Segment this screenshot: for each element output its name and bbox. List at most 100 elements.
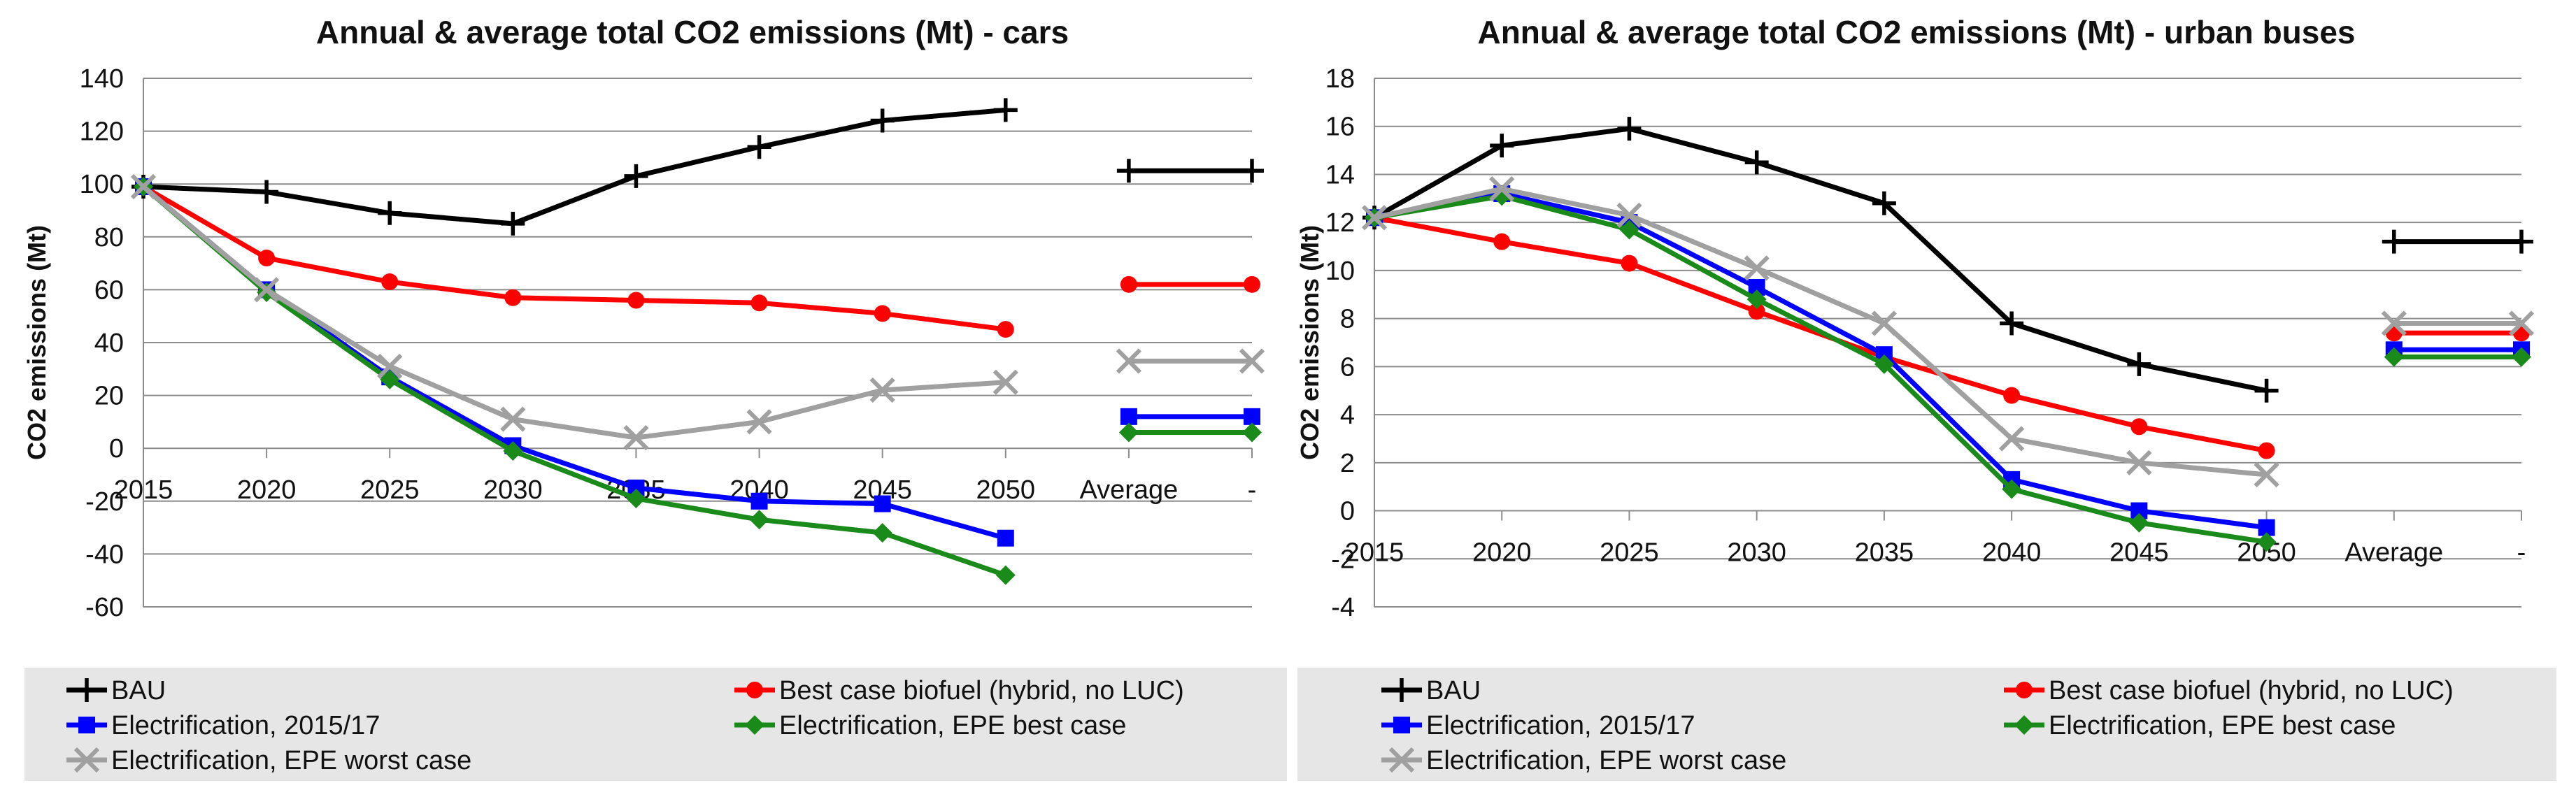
- data-point-diamond: [872, 523, 892, 543]
- x-tick-label: 2030: [483, 475, 543, 505]
- y-axis-title: CO2 emissions (Mt): [22, 225, 51, 460]
- y-tick-label: 2: [1340, 449, 1355, 478]
- data-point-diamond: [380, 369, 400, 389]
- data-point-plus: [378, 201, 402, 225]
- data-point-plus: [1872, 191, 1896, 215]
- legend-label: Electrification, 2015/17: [1426, 711, 1695, 740]
- y-tick-label: -60: [85, 593, 124, 622]
- average-point-plus: [2382, 229, 2406, 254]
- legend-item-best-case-biofuel-hybrid-no-luc[interactable]: Best case biofuel (hybrid, no LUC): [2004, 676, 2454, 705]
- average-point-diamond: [2384, 347, 2404, 367]
- y-tick-label: 8: [1340, 305, 1355, 334]
- legend-swatch-diamond: [745, 715, 764, 735]
- data-point-circle: [1621, 254, 1638, 272]
- y-tick-label: 18: [1325, 64, 1355, 94]
- data-point-circle: [2003, 387, 2021, 404]
- data-point-diamond: [1619, 220, 1639, 240]
- legend-swatch-plus: [75, 678, 99, 702]
- data-point-plus: [870, 108, 895, 133]
- y-tick-label: -40: [85, 540, 124, 569]
- average-point-cross: [1116, 348, 1142, 374]
- series-line: [141, 185, 1006, 440]
- average-point-square: [1120, 408, 1137, 425]
- legend-label: Best case biofuel (hybrid, no LUC): [2049, 676, 2454, 705]
- x-tick-label: Average: [1079, 475, 1178, 505]
- data-point-circle: [258, 250, 276, 267]
- series-best-case-biofuel-hybrid-no-luc: [1366, 209, 2530, 459]
- x-tick-label: 2025: [1600, 538, 1659, 568]
- series-bau: [131, 98, 1264, 236]
- data-point-plus: [255, 180, 279, 204]
- data-point-diamond: [2256, 532, 2277, 552]
- y-tick-label: 100: [80, 170, 124, 199]
- average-point-circle: [1244, 275, 1260, 293]
- legend-item-electrification-epe-worst-case[interactable]: Electrification, EPE worst case: [1381, 746, 1786, 775]
- legend: BAU Best case biofuel (hybrid, no LUC) Ele…: [1297, 668, 2556, 781]
- data-point-cross: [253, 277, 280, 303]
- data-point-diamond: [1746, 289, 1767, 310]
- data-point-plus: [2254, 378, 2279, 403]
- legend-item-electrification-2015-17[interactable]: Electrification, 2015/17: [66, 711, 380, 740]
- y-tick-label: 12: [1325, 208, 1355, 238]
- chart-title: Annual & average total CO2 emissions (Mt…: [316, 14, 1069, 50]
- data-point-plus: [1617, 117, 1642, 141]
- x-tick-label: 2025: [360, 475, 420, 505]
- data-point-cross: [2126, 450, 2152, 475]
- average-point-diamond: [1118, 422, 1139, 443]
- legend-item-bau[interactable]: BAU: [66, 676, 166, 705]
- data-point-square: [874, 495, 891, 512]
- chart-2: Annual & average total CO2 emissions (Mt…: [1295, 14, 2556, 781]
- data-point-diamond: [626, 489, 646, 509]
- data-point-cross: [2254, 461, 2279, 488]
- y-tick-label: 16: [1325, 113, 1355, 142]
- data-point-plus: [1744, 150, 1769, 175]
- data-point-square: [750, 492, 768, 510]
- average-point-cross: [1239, 348, 1265, 374]
- legend-item-electrification-2015-17[interactable]: Electrification, 2015/17: [1381, 711, 1695, 740]
- data-point-plus: [2127, 352, 2151, 376]
- legend-label: Electrification, EPE best case: [779, 711, 1126, 740]
- legend-item-best-case-biofuel-hybrid-no-luc[interactable]: Best case biofuel (hybrid, no LUC): [734, 676, 1184, 705]
- x-tick-label: -: [2517, 538, 2526, 568]
- legend-label: Electrification, EPE worst case: [111, 746, 471, 775]
- legend-item-bau[interactable]: BAU: [1381, 676, 1481, 705]
- data-point-cross: [1616, 202, 1642, 228]
- data-point-cross: [1489, 175, 1515, 202]
- data-point-cross: [746, 409, 772, 435]
- data-point-cross: [130, 173, 157, 200]
- legend-label: Electrification, 2015/17: [111, 711, 380, 740]
- series-line: [1374, 193, 2268, 545]
- series-electrification-epe-worst-case: [130, 173, 1265, 451]
- y-tick-label: 0: [1340, 497, 1355, 526]
- series-electrification-epe-worst-case: [1361, 175, 2535, 488]
- data-point-circle: [627, 292, 645, 309]
- legend-item-electrification-epe-worst-case[interactable]: Electrification, EPE worst case: [66, 746, 471, 775]
- series-group: [130, 98, 1265, 585]
- legend-background: [1297, 668, 2556, 781]
- series-best-case-biofuel-hybrid-no-luc: [135, 178, 1260, 338]
- legend-swatch-square: [1393, 717, 1410, 733]
- series-electrification-2015-17: [1366, 185, 2530, 536]
- data-point-cross: [1998, 426, 2025, 452]
- data-point-plus: [747, 135, 771, 159]
- data-point-cross: [1871, 310, 1898, 336]
- series-line: [141, 185, 1006, 577]
- data-point-diamond: [1874, 354, 1894, 374]
- average-point-diamond: [1242, 422, 1262, 443]
- legend-label: Electrification, EPE worst case: [1426, 746, 1786, 775]
- legend-item-electrification-epe-best-case[interactable]: Electrification, EPE best case: [2004, 711, 2396, 740]
- average-point-plus: [1116, 159, 1141, 183]
- y-tick-label: 140: [80, 64, 124, 94]
- average-point-diamond: [2512, 347, 2531, 367]
- y-axis-title: CO2 emissions (Mt): [1295, 225, 1324, 460]
- y-tick-label: 120: [80, 117, 124, 147]
- legend-label: Electrification, EPE best case: [2049, 711, 2396, 740]
- x-tick-label: 2050: [976, 475, 1036, 505]
- series-line: [142, 184, 1006, 332]
- series-electrification-epe-best-case: [134, 176, 1262, 585]
- legend-item-electrification-epe-best-case[interactable]: Electrification, EPE best case: [734, 711, 1126, 740]
- data-point-circle: [1493, 233, 1511, 250]
- x-tick-label: 2045: [2109, 538, 2169, 568]
- y-tick-label: 20: [94, 382, 124, 411]
